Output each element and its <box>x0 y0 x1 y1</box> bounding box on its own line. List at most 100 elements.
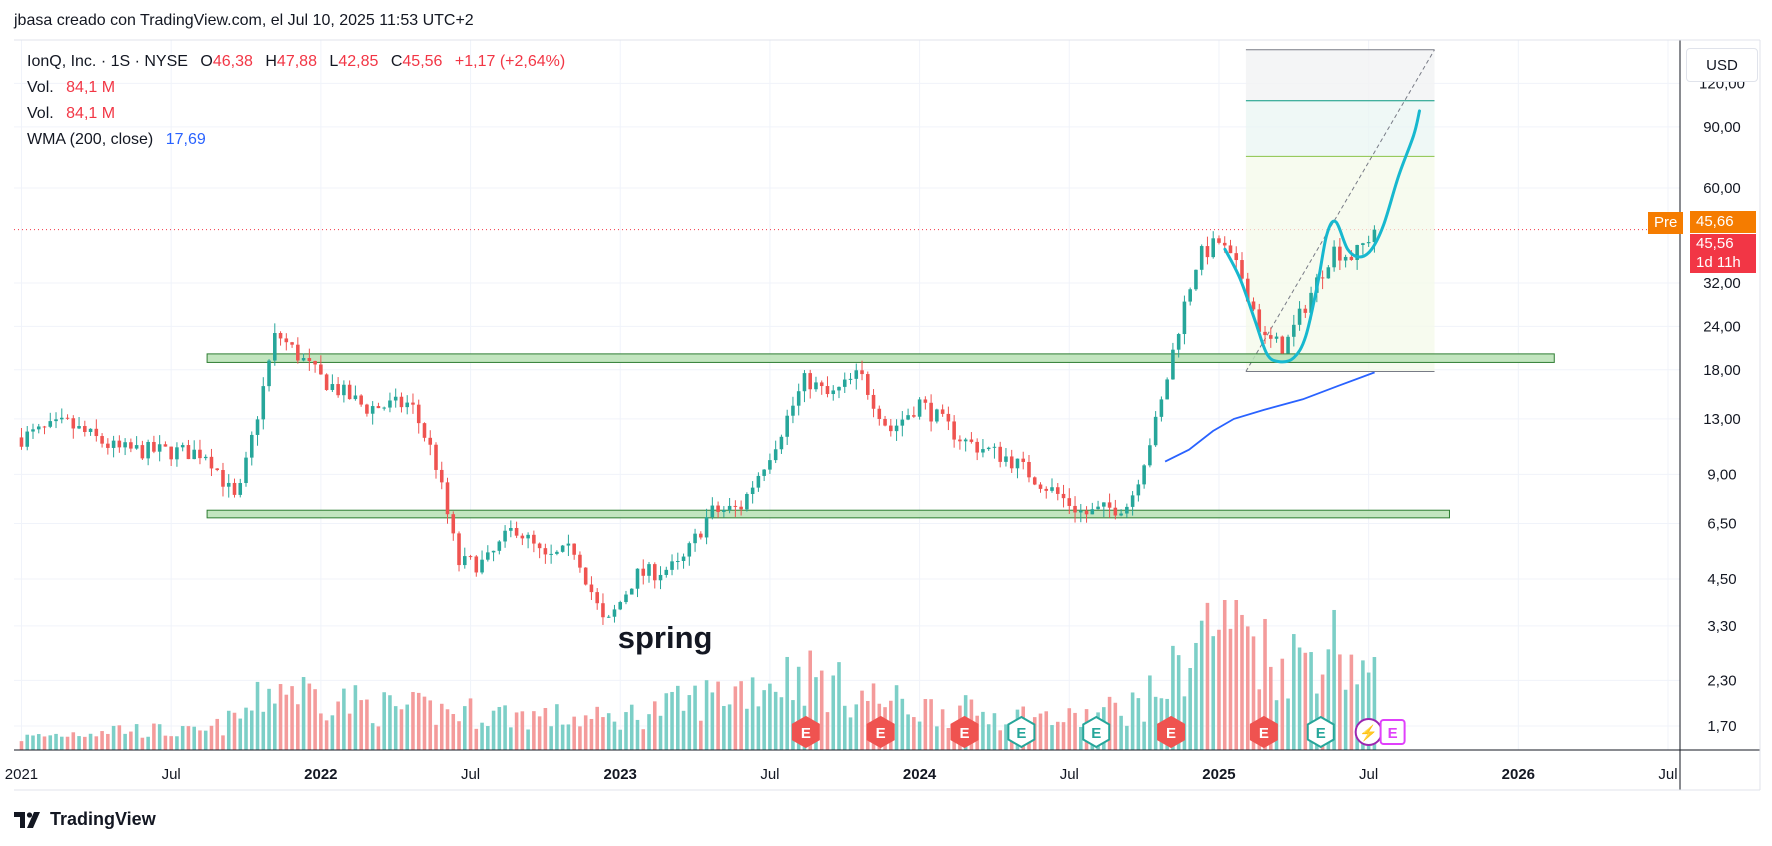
volume-bar <box>687 695 692 750</box>
earnings-marker[interactable]: E <box>1082 715 1111 749</box>
volume-bar <box>543 707 548 750</box>
volume-bar <box>629 704 634 750</box>
earnings-marker[interactable]: E <box>1379 719 1406 745</box>
earnings-marker[interactable]: E <box>1007 715 1036 749</box>
candle-body <box>1320 277 1325 279</box>
candle-body <box>480 559 484 573</box>
candle-body <box>71 418 76 429</box>
candle-body <box>595 592 599 604</box>
price-axis-tick-label: 24,00 <box>1703 318 1741 335</box>
volume-bar <box>635 719 640 750</box>
volume-bar <box>727 704 732 750</box>
volume-bar <box>347 713 352 750</box>
volume-bar <box>652 701 657 750</box>
candle-body <box>503 530 507 542</box>
legend-volume-row-2[interactable]: Vol. 84,1 M <box>27 105 115 123</box>
earnings-marker[interactable]: E <box>791 715 820 749</box>
earnings-marker[interactable]: E <box>1157 715 1186 749</box>
volume-bar <box>468 698 473 750</box>
volume-bar <box>273 703 277 750</box>
volume-bar <box>1222 600 1227 750</box>
volume-bar <box>486 726 490 750</box>
candle-body <box>958 439 962 442</box>
volume-bar <box>491 710 496 750</box>
volume-bar <box>1245 626 1250 750</box>
candle-body <box>699 533 703 538</box>
volume-bar <box>94 736 99 750</box>
candle-body <box>1032 477 1037 485</box>
volume-bar <box>722 705 726 750</box>
earnings-marker[interactable]: E <box>866 715 895 749</box>
candle-body <box>370 406 375 414</box>
candle-body <box>54 419 58 422</box>
candle-body <box>773 449 778 461</box>
volume-bar <box>641 729 646 750</box>
volume-bar <box>1234 600 1239 750</box>
volume-bar <box>532 711 536 750</box>
volume-bar <box>65 736 70 750</box>
legend-wma-row[interactable]: WMA (200, close) 17,69 <box>27 131 206 149</box>
candle-body <box>255 419 260 435</box>
volume-bar <box>606 713 611 750</box>
candle-body <box>1079 510 1083 513</box>
candle-body <box>324 374 329 390</box>
volume-bar <box>1309 652 1313 750</box>
volume-bar <box>1211 636 1215 750</box>
candle-body <box>491 550 496 553</box>
candle-body <box>353 395 358 400</box>
volume-bar <box>462 706 467 750</box>
legend-volume-row-1[interactable]: Vol. 84,1 M <box>27 79 115 97</box>
volume-bar <box>1050 725 1054 750</box>
earnings-marker[interactable]: E <box>1306 715 1335 749</box>
candle-body <box>422 423 427 438</box>
volume-bar <box>267 688 271 750</box>
candle-body <box>629 588 634 595</box>
candle-body <box>1090 509 1095 515</box>
candle-body <box>25 431 30 447</box>
candle-body <box>330 384 335 390</box>
volume-bar <box>1297 647 1302 750</box>
volume-bar <box>261 711 266 750</box>
candle-body <box>1142 465 1146 485</box>
volume-bar <box>819 670 824 750</box>
candle-body <box>1205 246 1210 258</box>
earnings-marker[interactable]: E <box>950 715 979 749</box>
volume-bar <box>773 691 778 750</box>
volume-bar <box>209 725 214 750</box>
legend-symbol[interactable]: IonQ, Inc. · 1S · NYSE <box>27 53 188 70</box>
candle-body <box>912 415 916 417</box>
volume-bar <box>370 723 375 750</box>
volume-bar <box>169 736 173 750</box>
currency-button[interactable]: USD <box>1686 48 1758 82</box>
legend-high-value: 47,88 <box>276 53 317 70</box>
earnings-marker[interactable]: ⚡ <box>1354 718 1383 746</box>
candle-body <box>1050 487 1054 491</box>
time-axis-tick-label: 2022 <box>304 766 337 783</box>
volume-bar <box>912 717 916 750</box>
volume-bar <box>681 710 686 750</box>
tradingview-logo[interactable]: TradingView <box>14 809 156 830</box>
candles <box>19 225 1377 625</box>
volume-bar <box>549 726 553 750</box>
candle-body <box>221 470 225 487</box>
candle-body <box>1038 484 1043 489</box>
earnings-marker[interactable]: E <box>1249 715 1278 749</box>
candle-body <box>1067 498 1072 506</box>
volume-bar <box>624 712 628 750</box>
volume-bar <box>284 694 289 750</box>
legend-open-label: O <box>200 53 213 70</box>
earnings-marker-icon <box>1082 715 1111 749</box>
candle-body <box>814 382 818 390</box>
candle-body <box>175 447 179 460</box>
volume-bar <box>1292 634 1296 750</box>
annotations: spring <box>618 620 713 655</box>
fib-zone-top <box>1245 49 1435 101</box>
candle-body <box>704 517 709 538</box>
candle-body <box>48 421 53 427</box>
volume-bar <box>670 691 674 750</box>
candle-body <box>906 415 910 420</box>
volume-bar <box>48 735 53 750</box>
volume-bar <box>393 706 398 750</box>
candle-body <box>917 399 922 417</box>
